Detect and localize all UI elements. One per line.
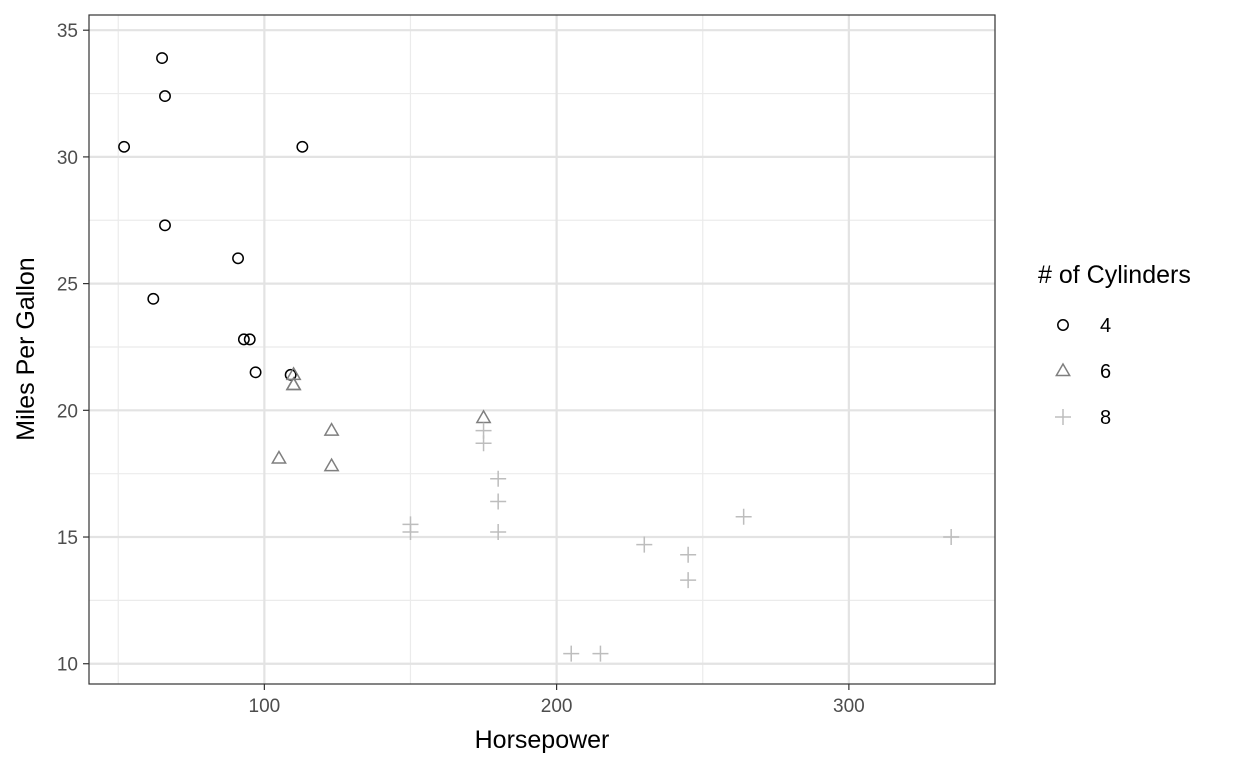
point-cyl-6	[323, 422, 340, 436]
point-cyl-6	[285, 366, 302, 381]
data-points	[118, 52, 960, 662]
point-cyl-4	[159, 219, 171, 232]
point-cyl-4	[296, 140, 309, 153]
x-tick-label: 300	[833, 696, 865, 717]
legend-key-6	[1055, 362, 1071, 377]
y-tick-label: 35	[57, 21, 78, 42]
axis-ticks	[83, 29, 850, 690]
point-cyl-6	[323, 457, 340, 472]
point-cyl-4	[237, 333, 250, 346]
point-cyl-4	[243, 333, 256, 346]
legend: # of Cylinders 4 6 8	[1038, 261, 1191, 429]
plot-panel-background	[89, 15, 995, 684]
point-cyl-4	[118, 140, 131, 153]
point-cyl-8	[680, 546, 697, 563]
point-cyl-8	[475, 422, 492, 439]
point-cyl-8	[592, 645, 609, 662]
point-cyl-8	[680, 572, 697, 589]
x-tick-label: 200	[541, 696, 573, 717]
legend-key-4	[1057, 319, 1069, 331]
legend-label: 8	[1100, 407, 1111, 429]
point-cyl-4	[249, 366, 262, 379]
point-cyl-8	[490, 470, 507, 487]
legend-key-8	[1055, 409, 1071, 425]
point-cyl-4	[156, 52, 169, 65]
point-cyl-8	[563, 645, 580, 662]
point-cyl-6	[475, 409, 492, 424]
y-axis-title: Miles Per Gallon	[12, 257, 40, 440]
point-cyl-8	[490, 523, 507, 540]
y-tick-label: 10	[57, 655, 78, 676]
point-cyl-4	[147, 292, 160, 305]
legend-label: 6	[1100, 361, 1111, 383]
point-cyl-8	[735, 508, 752, 525]
x-tick-label: 100	[249, 696, 281, 717]
major-gridlines	[89, 15, 995, 684]
x-axis-title: Horsepower	[475, 726, 610, 754]
legend-items: 4 6 8	[1055, 315, 1111, 429]
legend-label: 4	[1100, 315, 1111, 337]
y-tick-label: 15	[57, 528, 78, 549]
point-cyl-8	[402, 523, 419, 540]
axis-tick-labels: 100 200 300 10 15 20 25 30 35	[57, 21, 865, 717]
point-cyl-8	[943, 529, 960, 546]
legend-title: # of Cylinders	[1038, 261, 1191, 289]
minor-gridlines	[89, 15, 996, 684]
y-tick-label: 30	[57, 148, 78, 169]
point-cyl-6	[271, 449, 287, 464]
y-tick-label: 25	[57, 275, 78, 296]
y-tick-label: 20	[57, 401, 78, 422]
point-cyl-8	[490, 493, 507, 510]
point-cyl-8	[636, 536, 653, 553]
plot-panel-border	[88, 14, 996, 685]
point-cyl-6	[285, 376, 302, 391]
point-cyl-4	[232, 252, 245, 265]
point-cyl-4	[159, 90, 171, 103]
